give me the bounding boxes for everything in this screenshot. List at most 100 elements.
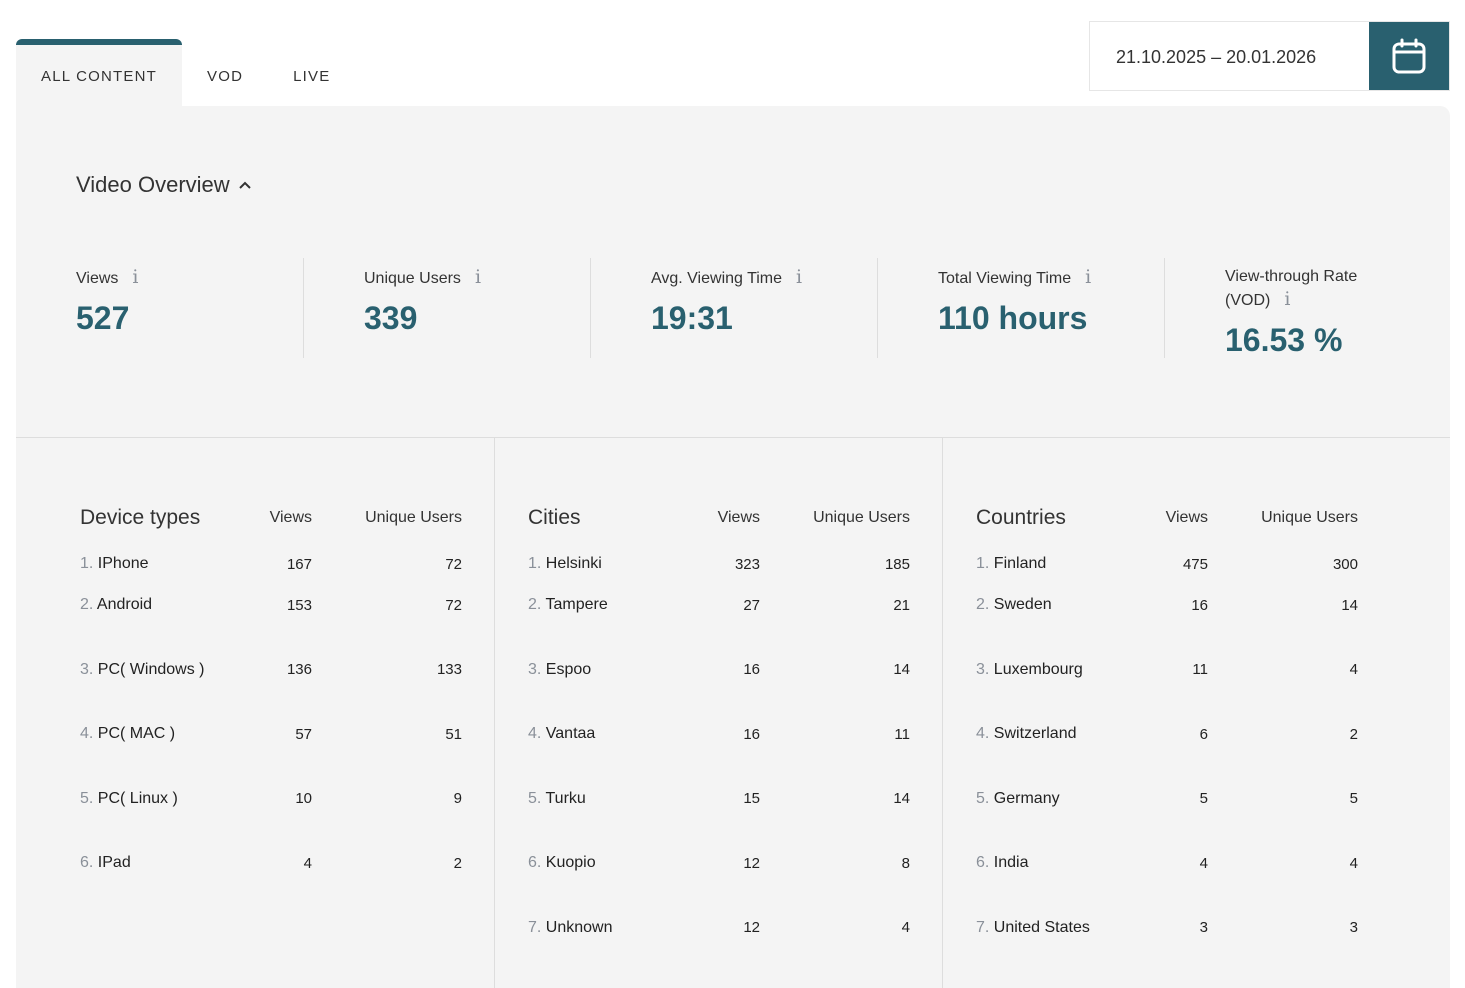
table-row: 7. United States 3 3 (976, 896, 1358, 961)
info-icon[interactable]: i (474, 266, 482, 288)
stat-value: 527 (76, 300, 130, 336)
tab-all-content[interactable]: ALL CONTENT (16, 39, 182, 106)
table-header: Countries Views Unique Users (976, 504, 1358, 532)
section-divider (16, 437, 1450, 438)
row-name: PC( MAC ) (97, 725, 176, 743)
row-views: 12 (743, 854, 760, 872)
row-index: 5. (528, 789, 542, 807)
table-row: 5. PC( Linux ) 10 9 (80, 767, 462, 832)
stat-value: 339 (364, 300, 418, 336)
breakdown-tables: Device types Views Unique Users 1. IPhon… (16, 438, 1450, 988)
row-unique-users: 11 (894, 725, 910, 743)
row-label: 1. Helsinki (528, 555, 680, 573)
column-views: Views (717, 509, 760, 526)
analytics-panel: Video Overview Views i 527 Unique Users i … (16, 106, 1450, 988)
row-index: 3. (80, 660, 94, 678)
row-views: 16 (743, 725, 760, 743)
row-views: 11 (1192, 661, 1208, 679)
column-unique-users: Unique Users (813, 509, 910, 526)
video-overview-toggle[interactable]: Video Overview (76, 172, 252, 198)
row-label: 3. Luxembourg (976, 661, 1128, 679)
stat-views: Views i 527 (76, 258, 303, 358)
cities-section: Cities Views Unique Users 1. Helsinki 32… (494, 438, 942, 988)
device-types-table: Device types Views Unique Users 1. IPhon… (80, 504, 462, 896)
column-views: Views (269, 509, 312, 526)
row-index: 4. (528, 725, 542, 743)
row-label: 4. Vantaa (528, 725, 680, 743)
table-row: 4. Vantaa 16 11 (528, 702, 910, 767)
row-unique-users: 185 (884, 556, 910, 573)
row-views: 3 (1199, 919, 1208, 937)
table-row: 3. Luxembourg 11 4 (976, 638, 1358, 703)
row-label: 4. PC( MAC ) (80, 725, 232, 743)
row-unique-users: 3 (1349, 919, 1358, 937)
stat-label: Avg. Viewing Time (651, 270, 783, 287)
countries-table: Countries Views Unique Users 1. Finland … (976, 504, 1358, 960)
row-unique-users: 2 (453, 854, 462, 872)
row-views: 167 (286, 556, 312, 573)
stat-value: 110 hours (938, 300, 1088, 336)
row-index: 5. (80, 789, 94, 807)
stat-value: 19:31 (651, 300, 733, 336)
row-label: 7. United States (976, 919, 1128, 937)
row-unique-users: 14 (1341, 596, 1358, 614)
table-row: 3. PC( Windows ) 136 133 (80, 638, 462, 703)
row-name: IPhone (97, 555, 149, 572)
row-index: 6. (80, 854, 94, 872)
stat-label: View-through Rate (VOD) (1225, 268, 1358, 309)
row-unique-users: 133 (436, 661, 462, 679)
table-header: Cities Views Unique Users (528, 504, 910, 532)
table-title: Cities (528, 506, 581, 529)
info-icon[interactable]: i (1284, 288, 1291, 310)
info-icon[interactable]: i (132, 266, 139, 288)
column-unique-users: Unique Users (365, 509, 462, 526)
row-name: PC( Windows ) (97, 660, 205, 678)
row-index: 2. (528, 596, 542, 614)
row-name: Switzerland (993, 725, 1077, 743)
stat-avg-viewing-time: Avg. Viewing Time i 19:31 (590, 258, 877, 358)
row-label: 5. Turku (528, 790, 680, 808)
row-label: 6. India (976, 854, 1128, 872)
table-row: 2. Sweden 16 14 (976, 573, 1358, 638)
row-index: 2. (976, 596, 990, 614)
row-unique-users: 14 (893, 661, 910, 679)
date-range-picker[interactable]: 21.10.2025 – 20.01.2026 (1089, 21, 1450, 91)
table-row: 1. Finland 475 300 (976, 539, 1358, 573)
date-range-value[interactable]: 21.10.2025 – 20.01.2026 (1116, 47, 1317, 67)
table-row: 5. Germany 5 5 (976, 767, 1358, 832)
table-row: 6. Kuopio 12 8 (528, 831, 910, 896)
column-views: Views (1165, 509, 1208, 526)
row-label: 4. Switzerland (976, 725, 1128, 743)
row-unique-users: 14 (893, 790, 910, 808)
row-name: India (993, 854, 1029, 872)
cities-table: Cities Views Unique Users 1. Helsinki 32… (528, 504, 910, 960)
row-unique-users: 4 (1349, 854, 1358, 872)
row-index: 4. (976, 725, 990, 743)
calendar-button[interactable] (1369, 22, 1449, 90)
row-index: 1. (528, 555, 542, 572)
stat-unique-users: Unique Users i 339 (303, 258, 590, 358)
row-index: 4. (80, 725, 94, 743)
tab-live[interactable]: LIVE (293, 68, 331, 85)
table-row: 4. PC( MAC ) 57 51 (80, 702, 462, 767)
row-views: 16 (1191, 596, 1208, 614)
row-unique-users: 4 (901, 919, 910, 937)
row-name: Unknown (545, 918, 613, 936)
info-icon[interactable]: i (796, 266, 803, 288)
row-name: Helsinki (545, 555, 602, 572)
row-name: Germany (993, 789, 1060, 807)
row-views: 12 (743, 919, 760, 937)
row-views: 475 (1182, 556, 1208, 573)
table-row: 5. Turku 15 14 (528, 767, 910, 832)
row-label: 7. Unknown (528, 919, 680, 937)
row-label: 5. PC( Linux ) (80, 790, 232, 808)
tab-vod[interactable]: VOD (207, 68, 244, 85)
info-icon[interactable]: i (1085, 266, 1092, 288)
row-name: Turku (545, 789, 586, 807)
table-header: Device types Views Unique Users (80, 504, 462, 532)
stat-total-viewing-time: Total Viewing Time i 110 hours (877, 258, 1164, 358)
row-unique-users: 72 (445, 596, 462, 614)
row-views: 5 (1199, 790, 1208, 808)
table-row: 4. Switzerland 6 2 (976, 702, 1358, 767)
device-types-section: Device types Views Unique Users 1. IPhon… (16, 438, 494, 988)
